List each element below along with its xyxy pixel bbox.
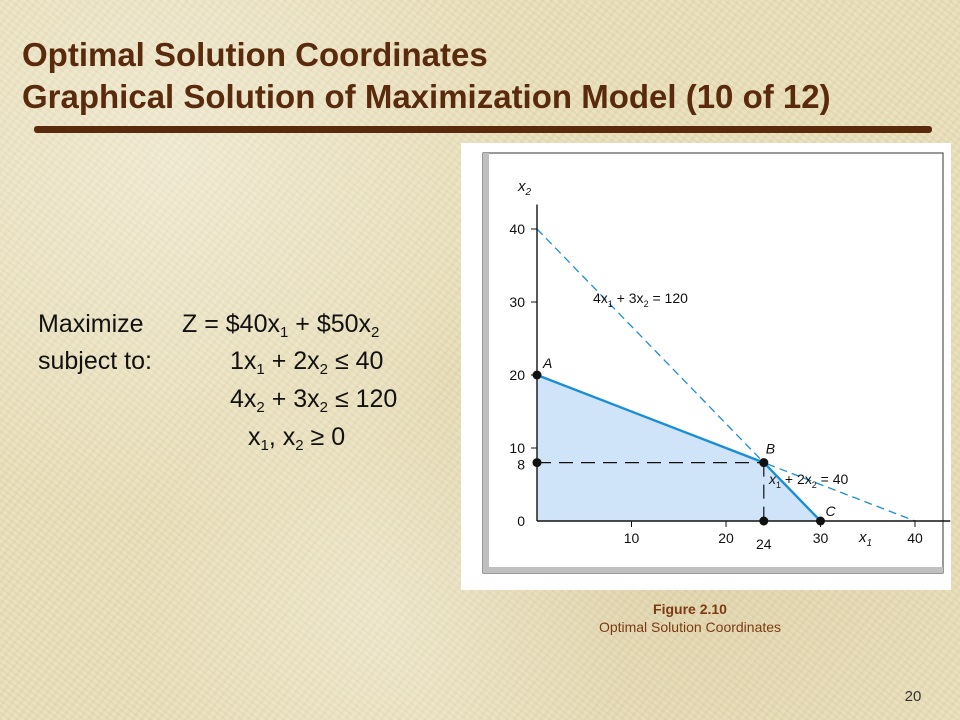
- y-tick-label-0: 0: [517, 513, 525, 529]
- figure-title: Optimal Solution Coordinates: [598, 619, 782, 635]
- objective-function: Z = $40x1 + $50x2: [182, 310, 380, 341]
- x-tick-label-24: 24: [756, 536, 772, 552]
- nonnegativity-constraint: x1, x2 ≥ 0: [248, 423, 346, 454]
- corner-point-label-A: A: [542, 355, 552, 371]
- line-label-4x1-3x2: 4x1 + 3x2 = 120: [593, 290, 688, 309]
- x-tick-label-10: 10: [624, 530, 640, 546]
- line-label-x1-2x2: x1 + 2x2 = 40: [768, 471, 849, 490]
- constraint-2: 4x2 + 3x2 ≤ 120: [230, 385, 398, 416]
- projection-point-2: [759, 516, 769, 526]
- feasible-region: [537, 375, 821, 521]
- y-tick-label-20: 20: [509, 367, 525, 383]
- corner-point-label-C: C: [826, 503, 837, 519]
- title-underline: [34, 126, 932, 133]
- figure-panel: 10 20 30 40 0 10 20 30 40 24 8 A B C x2 x1 4x1 + 3x2…: [461, 143, 951, 590]
- projection-point-1: [532, 458, 542, 468]
- y-tick-label-40: 40: [509, 221, 525, 237]
- subject-to-label: subject to:: [38, 347, 152, 375]
- frame-shadow-left: [483, 153, 489, 573]
- y-tick-label-8: 8: [517, 457, 525, 473]
- y-tick-label-30: 30: [509, 294, 525, 310]
- corner-point-B: [759, 458, 769, 468]
- corner-point-C: [816, 516, 825, 526]
- y-tick-label-10: 10: [509, 440, 525, 456]
- figure-number: Figure 2.10: [653, 601, 727, 617]
- x-tick-label-20: 20: [718, 530, 734, 546]
- page-number: 20: [904, 688, 922, 705]
- lp-graph: 10 20 30 40 0 10 20 30 40 24 8 A B C x2 x1 4x1 + 3x2…: [482, 152, 951, 574]
- feasible-boundary-segment-1: [536, 373, 765, 464]
- feasible-boundary-segment-2: [762, 461, 822, 522]
- frame-shadow-bottom: [483, 567, 943, 573]
- corner-point-label-B: B: [766, 441, 775, 457]
- corner-point-A: [532, 370, 542, 380]
- constraint-1: 1x1 + 2x2 ≤ 40: [230, 347, 384, 378]
- slide-title: Optimal Solution Coordinates Graphical S…: [22, 34, 831, 118]
- title-line-1: Optimal Solution Coordinates: [22, 36, 488, 73]
- figure-caption: Figure 2.10 Optimal Solution Coordinates: [540, 600, 840, 636]
- title-line-2: Graphical Solution of Maximization Model…: [22, 78, 831, 115]
- x-tick-label-30: 30: [813, 530, 829, 546]
- objective-label: Maximize: [38, 310, 144, 338]
- x-tick-label-40: 40: [907, 530, 923, 546]
- x-axis-title: x1: [858, 529, 872, 549]
- y-axis-title: x2: [517, 178, 532, 198]
